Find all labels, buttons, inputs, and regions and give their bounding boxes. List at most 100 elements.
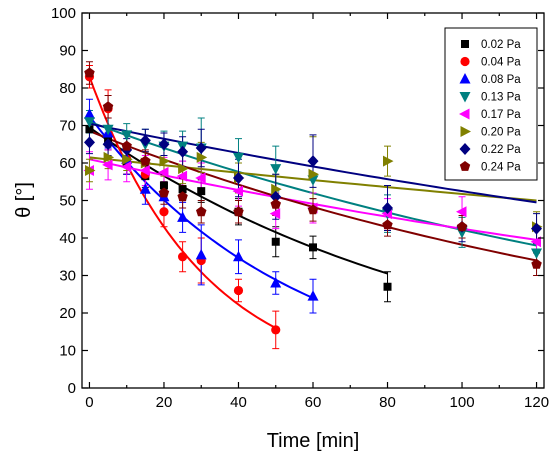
data-point — [102, 159, 113, 171]
data-point — [233, 152, 244, 164]
data-point — [456, 206, 467, 218]
data-point — [139, 134, 151, 147]
data-point — [531, 258, 542, 269]
data-point — [456, 221, 468, 232]
data-point — [102, 124, 114, 136]
data-point — [383, 155, 394, 167]
data-point — [271, 237, 280, 246]
data-point — [233, 206, 244, 217]
legend-label: 0.04 Pa — [481, 57, 521, 69]
data-point — [270, 164, 282, 175]
legend-marker — [459, 73, 471, 84]
data-point — [270, 198, 281, 209]
data-point — [102, 138, 114, 151]
data-point — [176, 170, 188, 182]
data-point — [84, 108, 95, 119]
data-point — [269, 208, 281, 220]
legend-marker — [459, 92, 471, 103]
legend-label: 0.08 Pa — [481, 74, 521, 86]
data-point — [233, 250, 244, 262]
legend-label: 0.17 Pa — [481, 109, 521, 121]
y-tick-label: 80 — [59, 80, 76, 97]
y-tick-label: 90 — [59, 43, 76, 60]
legend-box — [444, 27, 538, 181]
data-point — [382, 219, 393, 230]
data-point — [307, 290, 319, 301]
data-point — [85, 125, 94, 134]
legend-marker — [459, 161, 471, 171]
axes: 0 20 40 60 80 100 120 0 10 20 30 40 50 60 70 80 90 100 — [51, 5, 549, 411]
data-point — [270, 190, 282, 203]
legend-marker — [459, 108, 470, 120]
data-point — [159, 181, 168, 190]
y-tick-label: 10 — [59, 343, 76, 360]
data-point — [178, 163, 189, 175]
y-tick-label: 60 — [59, 155, 76, 172]
data-point — [383, 282, 392, 291]
data-point — [232, 185, 243, 197]
data-point — [195, 142, 207, 154]
data-point — [530, 236, 541, 248]
data-point — [84, 67, 95, 78]
legend-marker — [461, 40, 469, 48]
data-point — [102, 101, 114, 112]
data-point — [270, 277, 282, 288]
data-point — [196, 151, 208, 163]
data-point — [382, 202, 393, 214]
data-point — [178, 185, 187, 194]
data-point — [531, 248, 542, 259]
data-point — [307, 155, 319, 168]
data-point — [177, 211, 189, 222]
legend-marker — [459, 143, 471, 155]
x-tick-label: 100 — [450, 394, 475, 411]
data-point — [195, 248, 207, 260]
data-point — [158, 187, 170, 198]
data-point — [308, 168, 319, 180]
legend-label: 0.24 Pa — [481, 162, 521, 174]
y-axis-title: θ [°] — [13, 182, 35, 218]
data-point — [103, 151, 115, 163]
legend-label: 0.20 Pa — [481, 127, 521, 139]
data-markers — [83, 67, 543, 335]
data-point — [139, 183, 151, 194]
legend-marker — [460, 56, 470, 67]
data-point — [158, 138, 170, 151]
x-tick-label: 120 — [524, 394, 549, 411]
y-tick-label: 0 — [68, 380, 76, 397]
x-tick-label: 60 — [305, 394, 322, 411]
data-point — [177, 252, 188, 262]
x-tick-label: 80 — [379, 394, 396, 411]
data-point — [121, 140, 132, 151]
data-point — [195, 172, 206, 184]
y-tick-label: 30 — [59, 268, 76, 285]
data-point — [120, 161, 132, 173]
data-point — [159, 207, 169, 217]
data-point — [271, 325, 281, 335]
x-axis-title: Time [min] — [267, 430, 360, 452]
y-tick-label: 100 — [51, 5, 76, 22]
data-point — [177, 145, 189, 158]
legend: 0.02 Pa 0.04 Pa 0.08 Pa 0.13 Pa 0.17 Pa 0.20 … — [444, 27, 538, 181]
data-point — [307, 204, 319, 215]
data-point — [122, 153, 133, 165]
y-tick-label: 50 — [59, 193, 76, 210]
data-point — [197, 187, 206, 196]
data-point — [158, 166, 169, 178]
legend-marker — [460, 126, 471, 137]
legend-label: 0.22 Pa — [481, 144, 521, 156]
data-point — [85, 165, 96, 176]
legend-label: 0.02 Pa — [481, 39, 521, 51]
x-tick-label: 0 — [85, 394, 93, 411]
x-tick-label: 20 — [156, 394, 173, 411]
x-tick-label: 40 — [230, 394, 247, 411]
data-point — [177, 191, 188, 202]
data-point — [196, 206, 207, 217]
data-point — [121, 130, 133, 141]
data-point — [84, 117, 95, 128]
data-point — [140, 155, 151, 166]
data-point — [271, 183, 282, 195]
data-point — [531, 222, 542, 235]
data-point — [84, 136, 95, 149]
data-point — [233, 285, 244, 296]
